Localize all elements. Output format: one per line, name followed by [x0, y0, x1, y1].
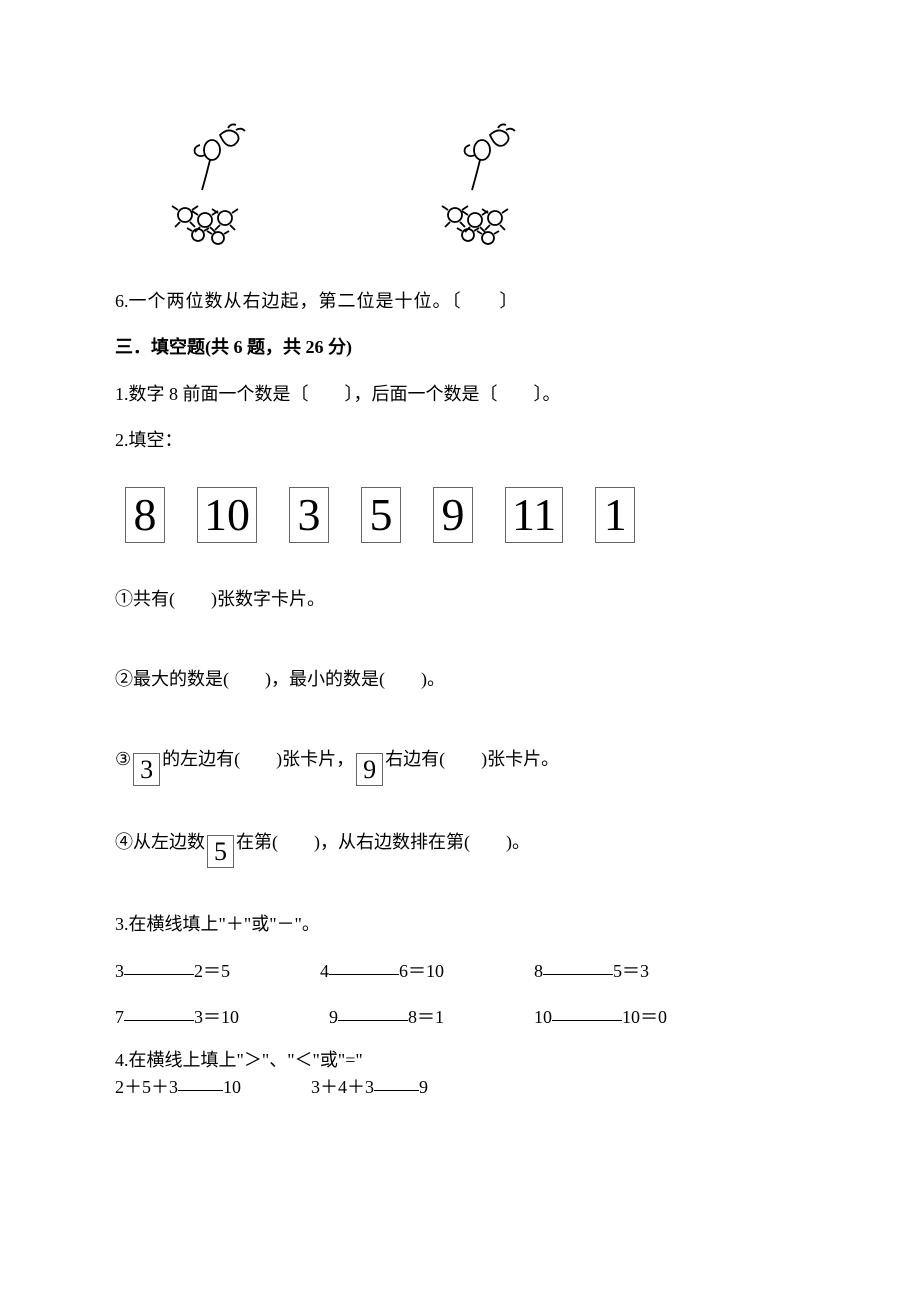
question-2: 2.填空：	[115, 424, 805, 456]
eq-b: 9	[419, 1077, 428, 1097]
equation-row-1: 3 2＝5 4 6＝10 8 5＝3	[115, 955, 805, 987]
equation-row-2: 7 3＝10 9 8＝1 10 10＝0	[115, 1001, 805, 1033]
sub-question-4: ④从左边数5在第( )，从右边数排在第( )。	[115, 826, 805, 860]
number-card: 11	[505, 487, 563, 543]
eq-b: 5＝3	[613, 961, 649, 981]
eq-b: 8＝1	[408, 1007, 444, 1027]
number-card: 3	[289, 487, 329, 543]
number-card: 9	[433, 487, 473, 543]
question-number: 3.	[115, 914, 129, 934]
number-card: 5	[361, 487, 401, 543]
flower-sketch-right	[420, 120, 540, 250]
inline-card-3: 3	[133, 753, 160, 786]
eq-a: 3	[115, 961, 124, 981]
equation: 4 6＝10	[320, 955, 444, 987]
question-number: 1.	[115, 384, 129, 404]
blank-line	[178, 1073, 223, 1091]
equation: 3＋4＋3 9	[311, 1074, 428, 1101]
eq-a: 2＋5＋3	[115, 1077, 178, 1097]
flower-sketch-left	[150, 120, 270, 250]
sub-question-1: ①共有( )张数字卡片。	[115, 583, 805, 615]
text-part: 在第( )，从右边数排在第( )。	[236, 832, 530, 852]
question-4: 4.在横线上填上"＞"、"＜"或"=" 2＋5＋3 10 3＋4＋3 9	[115, 1047, 805, 1101]
question-6: 6.一个两位数从右边起，第二位是十位。〔 〕	[115, 285, 805, 317]
question-text: 一个两位数从右边起，第二位是十位。〔 〕	[129, 291, 519, 311]
equation: 7 3＝10	[115, 1001, 239, 1033]
blank-line	[552, 1003, 622, 1021]
eq-a: 10	[534, 1007, 552, 1027]
blank-line	[329, 957, 399, 975]
eq-b: 10	[223, 1077, 241, 1097]
text-part: ④从左边数	[115, 832, 205, 852]
inline-card-5: 5	[207, 835, 234, 868]
blank-line	[124, 1003, 194, 1021]
blank-line	[374, 1073, 419, 1091]
eq-b: 10＝0	[622, 1007, 667, 1027]
eq-b: 2＝5	[194, 961, 230, 981]
number-card: 1	[595, 487, 635, 543]
question-number: 2.	[115, 430, 129, 450]
number-card: 10	[197, 487, 257, 543]
number-card: 8	[125, 487, 165, 543]
inline-card-9: 9	[356, 753, 383, 786]
text-part: 的左边有( )张卡片，	[162, 749, 354, 769]
blank-line	[124, 957, 194, 975]
blank-line	[543, 957, 613, 975]
eq-a: 8	[534, 961, 543, 981]
q4-equations: 2＋5＋3 10 3＋4＋3 9	[115, 1074, 805, 1101]
section-3-header: 三．填空题(共 6 题，共 26 分)	[115, 331, 805, 363]
equation: 8 5＝3	[534, 955, 649, 987]
text-part: ③	[115, 749, 131, 769]
decorative-images-row	[115, 120, 805, 250]
eq-a: 7	[115, 1007, 124, 1027]
question-number: 4.	[115, 1050, 129, 1070]
sub-question-2: ②最大的数是( )，最小的数是( )。	[115, 663, 805, 695]
eq-a: 4	[320, 961, 329, 981]
question-3: 3.在横线填上"＋"或"－"。	[115, 908, 805, 940]
question-1: 1.数字 8 前面一个数是〔 〕，后面一个数是〔 〕。	[115, 378, 805, 410]
blank-line	[338, 1003, 408, 1021]
sub-question-3: ③3的左边有( )张卡片，9右边有( )张卡片。	[115, 743, 805, 777]
equation: 9 8＝1	[329, 1001, 444, 1033]
equation: 10 10＝0	[534, 1001, 667, 1033]
question-text: 在横线填上"＋"或"－"。	[129, 914, 320, 934]
text-part: 右边有( )张卡片。	[385, 749, 559, 769]
equation: 3 2＝5	[115, 955, 230, 987]
question-text: 在横线上填上"＞"、"＜"或"="	[129, 1050, 363, 1070]
eq-b: 6＝10	[399, 961, 444, 981]
question-number: 6.	[115, 291, 129, 311]
question-text: 数字 8 前面一个数是〔 〕，后面一个数是〔 〕。	[129, 384, 561, 404]
equation: 2＋5＋3 10	[115, 1074, 241, 1101]
question-text: 填空：	[129, 430, 183, 450]
eq-a: 3＋4＋3	[311, 1077, 374, 1097]
eq-b: 3＝10	[194, 1007, 239, 1027]
number-cards-row: 8 10 3 5 9 11 1	[115, 487, 805, 543]
eq-a: 9	[329, 1007, 338, 1027]
